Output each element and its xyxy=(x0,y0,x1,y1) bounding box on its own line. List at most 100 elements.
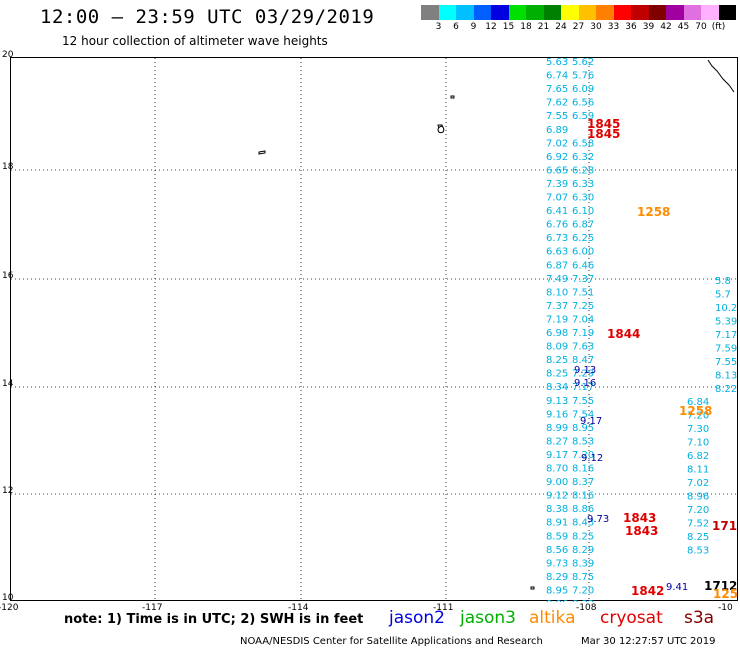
wave-height-value: 6.65 xyxy=(546,165,568,176)
wave-height-value-dark: 9.73 xyxy=(587,514,609,525)
wave-height-value: 8.34 xyxy=(546,382,568,393)
pass-time-label: 1845 xyxy=(587,117,620,131)
wave-height-value: 7.20 xyxy=(687,411,709,422)
color-scale-label: 21 xyxy=(537,22,550,32)
wave-height-value: 6.00 xyxy=(572,247,594,258)
wave-height-value: 8.25 xyxy=(546,355,568,366)
legend-note: note: 1) Time is in UTC; 2) SWH is in fe… xyxy=(64,612,364,627)
wave-height-value: 7.04 xyxy=(572,314,594,325)
color-swatch xyxy=(666,5,684,20)
wave-height-value: 6.92 xyxy=(546,152,568,163)
footer-credit: NOAA/NESDIS Center for Satellite Applica… xyxy=(240,636,543,647)
wave-height-value: 6.41 xyxy=(546,206,568,217)
color-scale-label: 27 xyxy=(572,22,585,32)
pass-time-label: 1844 xyxy=(607,327,640,341)
wave-height-value: 6.74 xyxy=(546,71,568,82)
wave-height-value-dark: 9.12 xyxy=(581,453,603,464)
wave-height-value: 7.20 xyxy=(687,505,709,516)
pass-time-label: 1712 xyxy=(704,579,737,593)
wave-height-value: 9.12 xyxy=(546,491,568,502)
wave-height-value: 6.09 xyxy=(572,84,594,95)
color-scale-label: 33 xyxy=(607,22,620,32)
latitude-label: 20 xyxy=(2,50,14,60)
wave-height-value: 8.95 xyxy=(572,423,594,434)
wave-height-value: 7.19 xyxy=(572,328,594,339)
wave-height-value: 8.86 xyxy=(572,504,594,515)
wave-height-value: 6.82 xyxy=(687,451,709,462)
wave-height-value: 8.47 xyxy=(572,355,594,366)
color-swatch xyxy=(613,5,631,20)
wave-height-value: 8.75 xyxy=(572,572,594,583)
wave-height-value: 8.70 xyxy=(546,464,568,475)
wave-height-value: 6.98 xyxy=(546,328,568,339)
wave-height-value: 6.84 xyxy=(687,397,709,408)
wave-height-value: 8.95 xyxy=(546,585,568,596)
wave-height-value: 7.59 xyxy=(715,344,737,355)
pass-time-label: 1258 xyxy=(637,205,670,219)
map-canvas: 5.63 6.74 7.65 7.62 7.55 6.89 7.02 6.92 6.65 7.39… xyxy=(11,58,739,602)
wave-height-value: 7.55 xyxy=(546,111,568,122)
color-swatch xyxy=(421,5,439,20)
wave-height-value: 8.22 xyxy=(715,384,737,395)
wave-height-value: 8.86 xyxy=(546,599,568,602)
wave-height-value: 5.8 xyxy=(715,276,731,287)
wave-height-value: 7.62 xyxy=(546,98,568,109)
wave-height-value: 6.28 xyxy=(572,165,594,176)
color-swatch xyxy=(491,5,509,20)
color-scale-label: 70 xyxy=(695,22,707,32)
island-shape xyxy=(258,150,266,155)
wave-height-value: 9.13 xyxy=(546,396,568,407)
color-scale-label: 36 xyxy=(625,22,637,32)
color-swatch xyxy=(543,5,561,20)
wave-height-value: 7.39 xyxy=(546,179,568,190)
latitude-label: 12 xyxy=(2,486,14,496)
wave-height-value: 7.02 xyxy=(687,478,709,489)
wave-height-value: 6.33 xyxy=(572,179,594,190)
satellite-legend-jason3: jason3 xyxy=(460,608,516,628)
wave-height-value: 7.20 xyxy=(572,450,594,461)
wave-height-value: 8.11 xyxy=(687,465,709,476)
wave-height-value: 6.25 xyxy=(572,233,594,244)
longitude-label: -108 xyxy=(576,603,597,613)
wave-height-value-dark: 9.17 xyxy=(580,416,602,427)
wave-height-value: 7.49 xyxy=(546,274,568,285)
satellite-legend-cryosat: cryosat xyxy=(600,608,663,628)
pass-time-label: 1843 xyxy=(623,511,656,525)
wave-height-value: 9.16 xyxy=(546,409,568,420)
wave-height-value: 6.76 xyxy=(546,220,568,231)
wave-height-value: 7.02 xyxy=(546,138,568,149)
pass-time-label: 171 xyxy=(712,519,737,533)
wave-height-value: 7.37 xyxy=(572,274,594,285)
chart-subtitle: 12 hour collection of altimeter wave hei… xyxy=(62,34,328,48)
color-scale-label: 9 xyxy=(470,22,477,32)
latitude-label: 10 xyxy=(2,593,14,603)
wave-height-value: 6.63 xyxy=(546,247,568,258)
wave-height-value: 5.7 xyxy=(715,290,731,301)
pass-time-label: 1845 xyxy=(587,127,620,141)
color-scale-label: 45 xyxy=(677,22,690,32)
wave-height-value: 8.32 xyxy=(572,599,594,602)
wave-height-value-dark: 9.41 xyxy=(666,582,688,593)
wave-height-value: 8.09 xyxy=(546,342,568,353)
color-scale-label: 39 xyxy=(642,22,655,32)
wave-height-value: 8.53 xyxy=(572,436,594,447)
wave-height-value: 7.07 xyxy=(546,193,568,204)
pass-time-label: 1843 xyxy=(625,524,658,538)
color-swatch xyxy=(701,5,719,20)
wave-height-value: 8.39 xyxy=(572,558,594,569)
wave-height-value: 6.59 xyxy=(572,111,594,122)
longitude-label: -117 xyxy=(142,603,163,613)
wave-height-value: 7.55 xyxy=(572,396,594,407)
satellite-legend-jason2: jason2 xyxy=(389,608,445,628)
wave-height-value: 8.59 xyxy=(546,531,568,542)
chart-title: 12:00 – 23:59 UTC 03/29/2019 xyxy=(40,6,375,28)
wave-height-value: 6.32 xyxy=(572,152,594,163)
color-swatch xyxy=(561,5,579,20)
wave-height-value: 7.65 xyxy=(546,84,568,95)
color-scale-label: 12 xyxy=(485,22,497,32)
island-shape xyxy=(450,95,455,99)
color-scale-label: 18 xyxy=(520,22,532,32)
wave-height-value: 8.56 xyxy=(546,545,568,556)
color-swatch xyxy=(683,5,701,20)
color-swatch xyxy=(456,5,474,20)
